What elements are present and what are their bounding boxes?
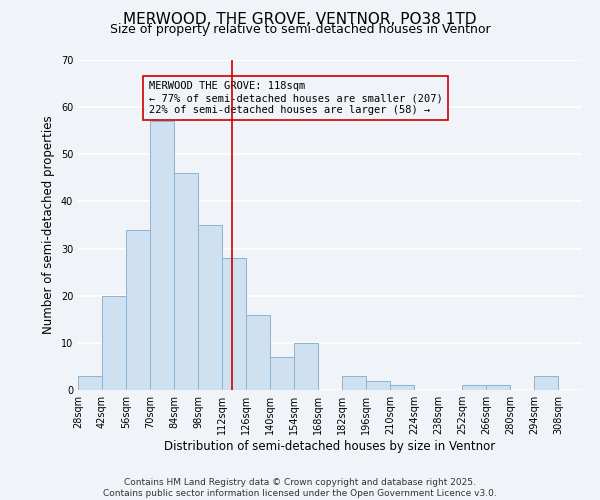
Bar [342,376,366,390]
Bar [462,386,486,390]
Bar [270,357,294,390]
Text: Contains HM Land Registry data © Crown copyright and database right 2025.
Contai: Contains HM Land Registry data © Crown c… [103,478,497,498]
Text: Size of property relative to semi-detached houses in Ventnor: Size of property relative to semi-detach… [110,22,490,36]
Text: MERWOOD THE GROVE: 118sqm
← 77% of semi-detached houses are smaller (207)
22% of: MERWOOD THE GROVE: 118sqm ← 77% of semi-… [149,82,442,114]
Y-axis label: Number of semi-detached properties: Number of semi-detached properties [42,116,55,334]
X-axis label: Distribution of semi-detached houses by size in Ventnor: Distribution of semi-detached houses by … [164,440,496,453]
Bar [390,386,414,390]
Bar [78,376,102,390]
Bar [102,296,126,390]
Bar [150,122,174,390]
Text: MERWOOD, THE GROVE, VENTNOR, PO38 1TD: MERWOOD, THE GROVE, VENTNOR, PO38 1TD [123,12,477,28]
Bar [486,386,510,390]
Bar [534,376,558,390]
Bar [174,173,198,390]
Bar [126,230,150,390]
Bar [222,258,246,390]
Bar [246,314,270,390]
Bar [366,380,390,390]
Bar [198,225,222,390]
Bar [294,343,318,390]
